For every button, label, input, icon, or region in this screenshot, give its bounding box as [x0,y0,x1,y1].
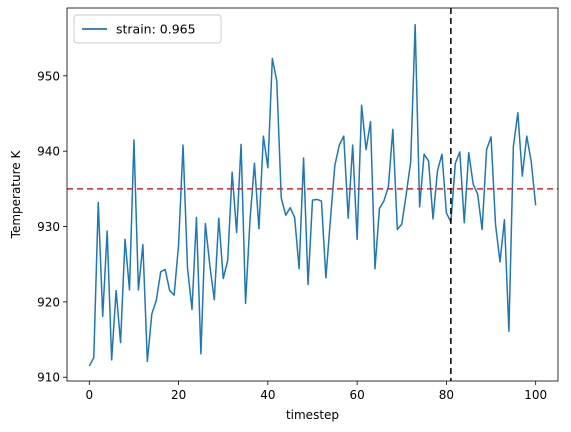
y-axis-ticks: 910 920 930 940 950 [37,69,67,385]
x-tick-label: 100 [524,388,547,402]
y-tick-label: 940 [37,145,60,159]
y-tick-label: 910 [37,371,60,385]
x-axis-label: timestep [286,408,339,422]
x-tick-label: 80 [439,388,454,402]
y-tick-label: 930 [37,220,60,234]
series-layer [88,23,537,367]
y-tick-label: 950 [37,69,60,83]
x-tick-label: 40 [260,388,275,402]
plot-area-frame [66,7,559,382]
legend-box [73,14,222,44]
x-axis-ticks: 0 20 40 60 80 100 [85,381,547,402]
x-tick-label: 60 [349,388,364,402]
y-axis-label: Temperature K [9,150,23,240]
x-tick-label: 20 [171,388,186,402]
legend-label: strain: 0.965 [116,22,196,37]
x-tick-label: 0 [85,388,93,402]
legend: strain: 0.965 [73,14,222,44]
y-tick-label: 920 [37,295,60,309]
reference-lines [67,8,558,381]
series-line-0 [88,23,537,367]
